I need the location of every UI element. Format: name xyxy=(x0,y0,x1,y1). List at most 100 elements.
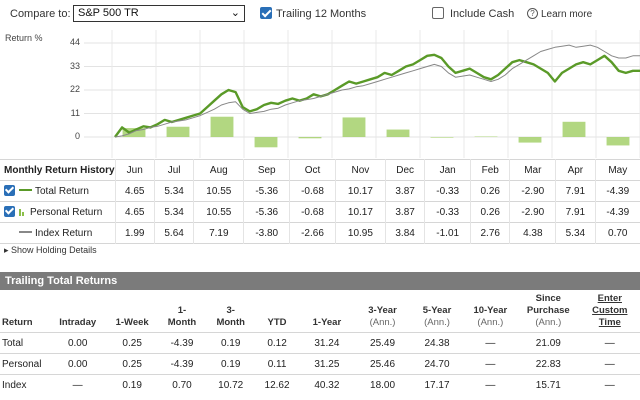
monthly-header-title: Monthly Return History xyxy=(4,164,115,176)
chart-canvas xyxy=(84,30,640,158)
trailing-value-cell: 10.72 xyxy=(206,374,256,396)
month-header: Jul xyxy=(153,159,194,181)
monthly-value-cell: 7.19 xyxy=(193,222,244,244)
series-checkbox[interactable] xyxy=(4,206,15,217)
trailing-column-header: Return xyxy=(2,317,33,328)
trailing-value-cell: — xyxy=(463,374,518,396)
show-holding-details-toggle[interactable]: ▸ Show Holding Details xyxy=(4,245,97,256)
trailing-value-cell: 0.11 xyxy=(255,353,300,375)
monthly-value-cell: 4.65 xyxy=(114,201,155,223)
month-header: Nov xyxy=(334,159,386,181)
monthly-value-cell: 1.99 xyxy=(114,222,155,244)
trailing-value-cell: — xyxy=(579,332,640,354)
trailing-value-cell: -4.39 xyxy=(157,353,207,375)
trailing-label: Trailing 12 Months xyxy=(276,8,367,20)
trailing-column-header: 3- Month xyxy=(216,305,245,328)
toolbar: Compare to: S&P 500 TR ⌄ Trailing 12 Mon… xyxy=(0,0,640,28)
monthly-value-cell: 4.65 xyxy=(114,180,155,202)
line-legend-icon xyxy=(19,189,32,191)
monthly-value-cell: 10.95 xyxy=(334,222,386,244)
monthly-row-label-cell: Total Return xyxy=(0,181,115,202)
trailing-value-cell: 0.00 xyxy=(48,353,107,375)
monthly-value-cell: 7.91 xyxy=(555,180,596,202)
include-cash-checkbox[interactable] xyxy=(432,7,444,19)
trailing-value-cell: 0.00 xyxy=(48,332,107,354)
bar-legend-icon xyxy=(22,212,24,216)
learn-more-link[interactable]: Learn more xyxy=(541,9,593,20)
monthly-value-cell: -5.36 xyxy=(243,180,290,202)
trailing-value-cell: 21.09 xyxy=(517,332,580,354)
trailing-column-header[interactable]: Enter Custom Time xyxy=(592,293,628,328)
trailing-value-cell: 0.12 xyxy=(255,332,300,354)
monthly-value-cell: 0.70 xyxy=(594,222,640,244)
month-header: May xyxy=(594,159,640,181)
monthly-value-cell: -4.39 xyxy=(594,201,640,223)
trailing-value-cell: — xyxy=(579,374,640,396)
monthly-bar xyxy=(430,137,454,138)
monthly-return-table: Monthly Return History Jun Jul Aug Sep O… xyxy=(0,159,640,244)
compare-select[interactable]: S&P 500 TR ⌄ xyxy=(73,5,245,22)
trailing-value-cell: 25.49 xyxy=(354,332,411,354)
trailing-value-cell: 0.25 xyxy=(106,353,158,375)
monthly-value-cell: -1.01 xyxy=(424,222,471,244)
help-circle-icon[interactable]: ? xyxy=(527,8,538,19)
trailing-value-cell: 15.71 xyxy=(517,374,580,396)
monthly-value-cell: -0.33 xyxy=(424,180,471,202)
trailing-row-label: Personal xyxy=(0,353,49,375)
trailing-returns-table: Return Intraday 1-Week 1- Month 3- Month YTD 1-Y… xyxy=(0,293,640,396)
monthly-bar xyxy=(386,129,410,137)
monthly-value-cell: -4.39 xyxy=(594,180,640,202)
y-tick-label: 44 xyxy=(69,37,80,47)
trailing-value-cell: 17.17 xyxy=(410,374,464,396)
chevron-down-icon: ⌄ xyxy=(230,7,240,19)
monthly-bar xyxy=(518,137,542,143)
monthly-value-cell: -0.68 xyxy=(289,201,336,223)
monthly-row-label: Personal Return xyxy=(30,207,103,218)
monthly-bar xyxy=(342,117,366,137)
trailing-row-label: Total xyxy=(0,332,49,354)
monthly-bar xyxy=(298,137,322,139)
monthly-value-cell: 10.55 xyxy=(193,201,244,223)
trailing-value-cell: 31.24 xyxy=(299,332,355,354)
trailing-value-cell: 24.70 xyxy=(410,353,464,375)
y-tick-label: 22 xyxy=(69,84,80,94)
y-axis-title: Return % xyxy=(5,33,43,43)
trailing-value-cell: 22.83 xyxy=(517,353,580,375)
trailing-value-cell: -4.39 xyxy=(157,332,207,354)
trailing-column-header: Intraday xyxy=(59,317,97,328)
series-checkbox[interactable] xyxy=(4,185,15,196)
trailing-checkbox[interactable] xyxy=(260,7,272,19)
trailing-row: Index —0.19 0.70 10.72 12.62 40.32 18.00 17.17—… xyxy=(0,374,640,396)
trailing-value-cell: 31.25 xyxy=(299,353,355,375)
y-tick-label: 33 xyxy=(69,60,80,71)
monthly-value-cell: 5.64 xyxy=(153,222,194,244)
trailing-value-cell: — xyxy=(48,374,107,396)
trailing-value-cell: 0.19 xyxy=(206,353,256,375)
monthly-row-label-cell: Personal Return xyxy=(0,202,115,223)
monthly-value-cell: 7.91 xyxy=(555,201,596,223)
trailing-column-header: 10-Year (Ann.) xyxy=(473,305,508,328)
trailing-column-header: 1-Year xyxy=(312,317,342,328)
monthly-row-label: Index Return xyxy=(35,227,93,239)
trailing-row: Personal 0.00 0.25 -4.39 0.19 0.11 31.25 25.46 2… xyxy=(0,353,640,375)
monthly-row-label: Total Return xyxy=(35,186,89,197)
monthly-bar xyxy=(606,137,630,146)
monthly-value-cell: 0.26 xyxy=(470,201,510,223)
trailing-header-row: Return Intraday 1-Week 1- Month 3- Month YTD 1-Y… xyxy=(0,293,640,333)
trailing-column-header: 1-Week xyxy=(115,317,149,328)
monthly-bar xyxy=(254,137,278,148)
trailing-value-cell: 40.32 xyxy=(299,374,355,396)
trailing-column-header: 1- Month xyxy=(167,305,197,328)
trailing-returns-header: Trailing Total Returns xyxy=(0,272,640,290)
trailing-value-cell: 0.25 xyxy=(106,332,158,354)
monthly-value-cell: -2.90 xyxy=(509,201,556,223)
index-return-line xyxy=(114,44,640,138)
month-header: Feb xyxy=(470,159,510,181)
trailing-value-cell: 0.19 xyxy=(106,374,158,396)
line-legend-icon xyxy=(19,230,32,233)
month-header: Apr xyxy=(555,159,596,181)
month-header: Jun xyxy=(114,159,155,181)
trailing-column-header: 3-Year (Ann.) xyxy=(368,305,397,328)
monthly-value-cell: 0.26 xyxy=(470,180,510,202)
monthly-value-cell: 5.34 xyxy=(153,201,194,223)
